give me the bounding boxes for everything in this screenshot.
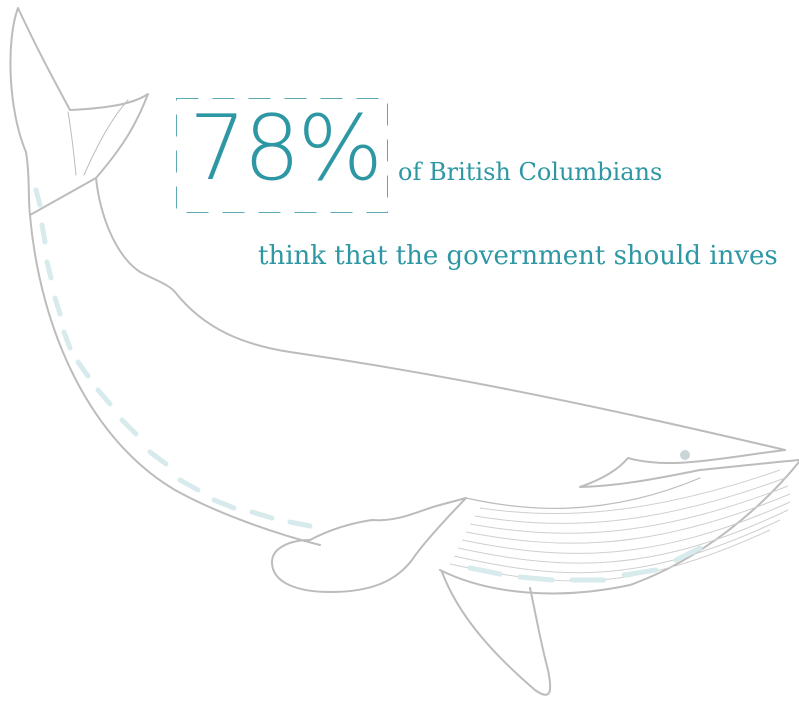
whale-flipper: [271, 497, 467, 593]
whale-back: [95, 177, 786, 451]
whale-head: [579, 449, 799, 488]
stat-value: 78%: [189, 96, 383, 201]
stat-statement: think that the government should inves: [258, 241, 778, 271]
whale-eye: [680, 450, 690, 460]
whale-tail-fluke: [9, 7, 149, 216]
whale-lower-fin: [441, 571, 552, 696]
stat-highlight-frame: [176, 98, 388, 213]
stat-subject: of British Columbians: [398, 158, 663, 186]
whale-belly: [29, 214, 321, 546]
